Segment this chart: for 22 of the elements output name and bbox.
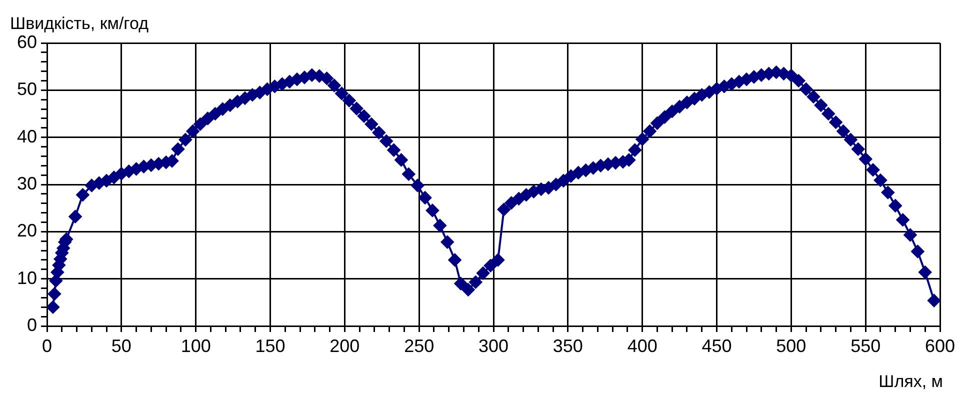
- x-tick-label: 100: [180, 336, 211, 356]
- y-axis-title: Швидкість, км/год: [10, 14, 149, 34]
- y-tick-label: 20: [16, 220, 37, 241]
- y-tick-label: 50: [16, 79, 37, 100]
- y-tick-label: 10: [16, 268, 37, 288]
- x-tick-label: 50: [111, 336, 132, 356]
- x-tick-label: 450: [702, 336, 732, 356]
- x-tick-label: 0: [42, 336, 52, 356]
- y-tick-label: 60: [16, 32, 37, 52]
- y-tick-label: 0: [26, 314, 37, 335]
- x-tick-label: 500: [776, 336, 806, 356]
- x-tick-label: 300: [478, 336, 509, 356]
- x-tick-label: 550: [850, 336, 881, 356]
- x-tick-label: 200: [330, 336, 360, 356]
- x-tick-label: 250: [404, 336, 434, 356]
- y-tick-label: 40: [16, 126, 37, 146]
- y-tick-label: 30: [16, 173, 37, 194]
- x-tick-label: 350: [552, 336, 583, 356]
- x-tick-label: 150: [255, 336, 286, 356]
- x-axis-title: Шлях, м: [878, 372, 943, 392]
- x-tick-label: 600: [924, 336, 956, 356]
- x-tick-label: 400: [627, 336, 658, 356]
